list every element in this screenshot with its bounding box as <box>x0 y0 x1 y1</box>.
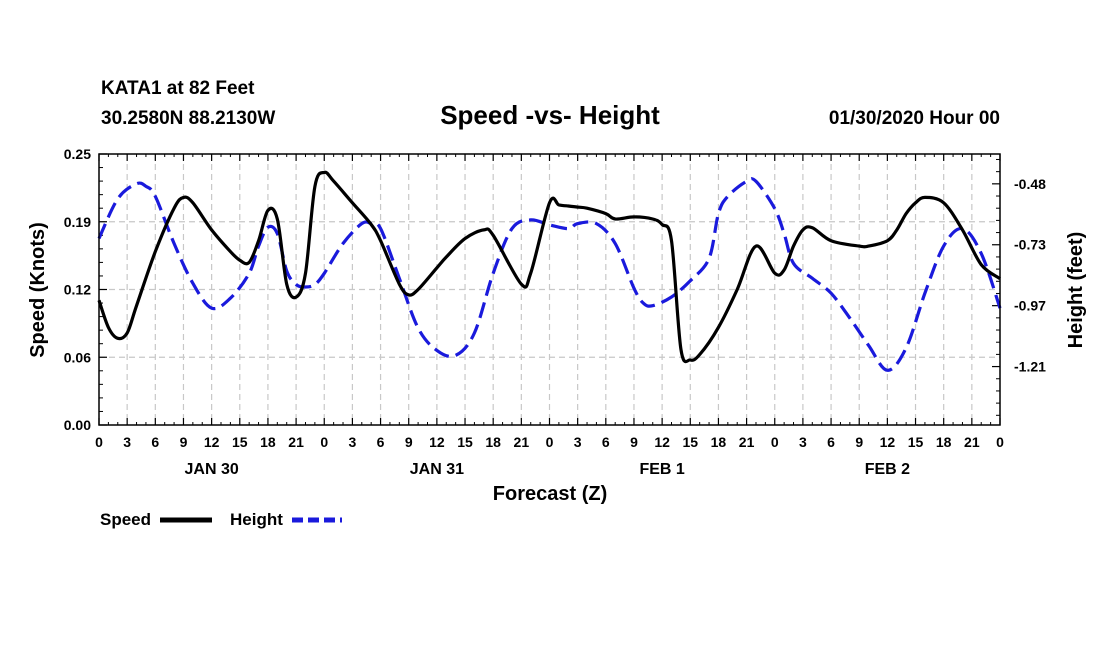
left-tick-label: 0.00 <box>64 417 91 433</box>
right-tick-label: -1.21 <box>1014 359 1046 375</box>
x-tick-label: 12 <box>429 434 445 450</box>
x-tick-label: 0 <box>996 434 1004 450</box>
series-lines <box>97 170 1002 372</box>
grid-lines <box>99 154 1000 425</box>
x-tick-label: 12 <box>880 434 896 450</box>
speed-series-line <box>97 170 1001 364</box>
x-tick-label: 0 <box>771 434 779 450</box>
right-tick-label: -0.48 <box>1014 176 1046 192</box>
x-tick-label: 3 <box>349 434 357 450</box>
left-tick-label: 0.25 <box>64 146 91 162</box>
y-tick-labels: 0.00 0.06 0.12 0.19 0.25 -0.48 -0.73 -0.97 -1.21 <box>64 146 1046 433</box>
x-tick-label: 0 <box>95 434 103 450</box>
x-tick-label: 18 <box>711 434 727 450</box>
x-tick-label: 3 <box>123 434 131 450</box>
day-label: FEB 2 <box>865 461 910 478</box>
right-axis-label: Height (feet) <box>1065 232 1087 349</box>
height-series-line <box>97 177 1002 372</box>
right-tick-label: -0.97 <box>1014 298 1046 314</box>
x-tick-label: 3 <box>799 434 807 450</box>
x-tick-label: 15 <box>232 434 248 450</box>
x-tick-label: 12 <box>654 434 670 450</box>
day-label: FEB 1 <box>639 461 684 478</box>
x-tick-label: 15 <box>682 434 698 450</box>
x-tick-label: 12 <box>204 434 220 450</box>
x-tick-label: 3 <box>574 434 582 450</box>
x-tick-label: 15 <box>908 434 924 450</box>
x-tick-label: 18 <box>260 434 276 450</box>
x-tick-label: 0 <box>546 434 554 450</box>
right-tick-label: -0.73 <box>1014 237 1046 253</box>
left-tick-label: 0.06 <box>64 349 91 365</box>
x-tick-label: 9 <box>180 434 188 450</box>
left-axis-label: Speed (Knots) <box>27 222 49 358</box>
x-tick-label: 9 <box>855 434 863 450</box>
x-tick-label: 9 <box>630 434 638 450</box>
x-tick-label: 21 <box>964 434 980 450</box>
day-labels: JAN 30 JAN 31 FEB 1 FEB 2 <box>185 461 911 478</box>
date-label: 01/30/2020 Hour 00 <box>829 108 1000 129</box>
x-tick-label: 6 <box>377 434 385 450</box>
x-tick-label: 21 <box>739 434 755 450</box>
station-label: KATA1 at 82 Feet <box>101 78 255 99</box>
x-tick-label: 21 <box>288 434 304 450</box>
x-tick-label: 6 <box>827 434 835 450</box>
legend-height-label: Height <box>230 510 283 529</box>
x-tick-labels: 0 3 6 9 12 15 18 21 0 3 6 9 12 15 18 21 0 3 6 9 12 15 18 21 0 3 6 9… <box>95 434 1004 450</box>
x-tick-label: 0 <box>320 434 328 450</box>
legend-speed-label: Speed <box>100 510 151 529</box>
left-tick-label: 0.19 <box>64 214 91 230</box>
x-tick-label: 6 <box>151 434 159 450</box>
x-axis-label: Forecast (Z) <box>493 483 607 505</box>
x-tick-label: 18 <box>485 434 501 450</box>
coords-label: 30.2580N 88.2130W <box>101 108 275 129</box>
left-tick-label: 0.12 <box>64 282 91 298</box>
x-tick-label: 6 <box>602 434 610 450</box>
plot-frame <box>98 153 1001 426</box>
day-label: JAN 30 <box>185 461 239 478</box>
chart-title: Speed -vs- Height <box>440 100 660 130</box>
day-label: JAN 31 <box>410 461 464 478</box>
x-tick-label: 9 <box>405 434 413 450</box>
x-tick-label: 21 <box>514 434 530 450</box>
x-tick-label: 15 <box>457 434 473 450</box>
x-tick-label: 18 <box>936 434 952 450</box>
